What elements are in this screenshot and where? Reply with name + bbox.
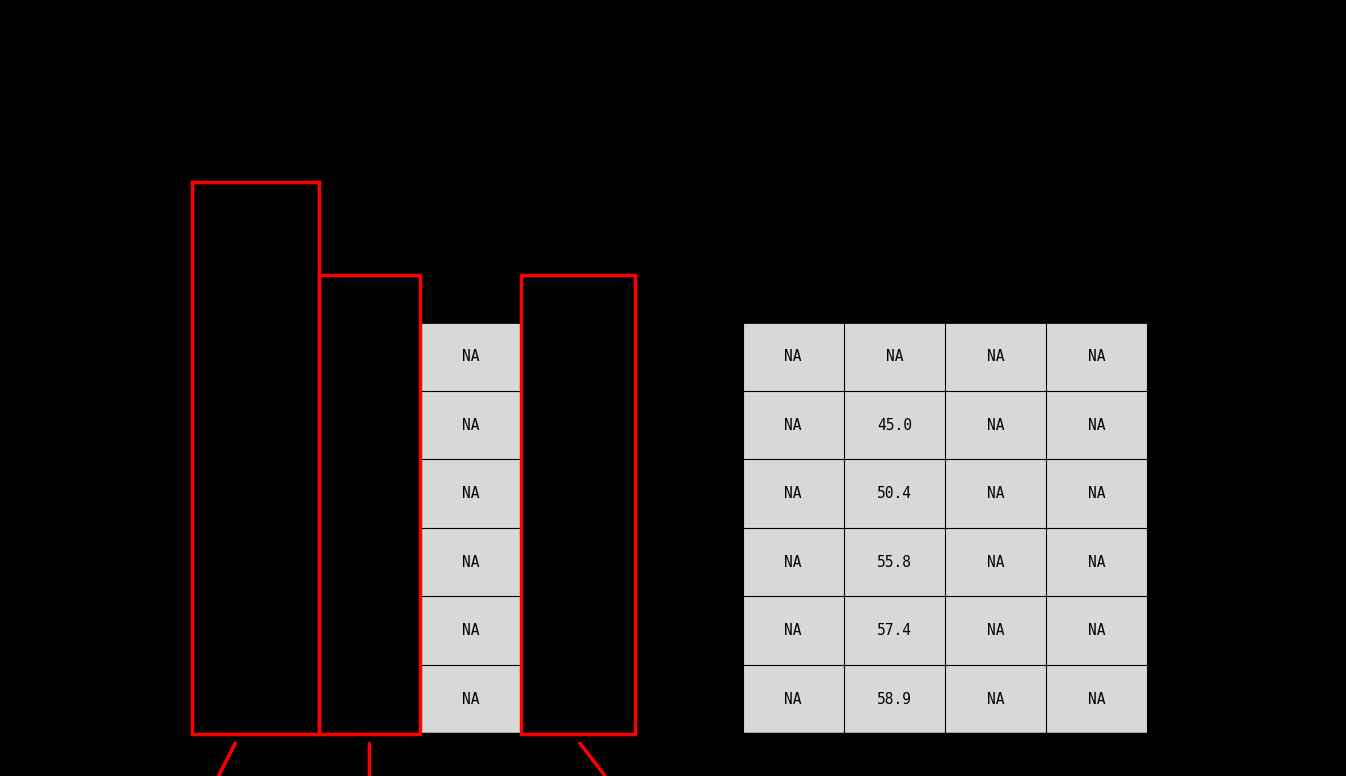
Text: 0.36%UP: 0.36%UP — [92, 571, 153, 586]
Text: 63.0: 63.0 — [351, 486, 386, 501]
Text: 59.6: 59.6 — [672, 486, 707, 501]
Text: 62.3: 62.3 — [560, 692, 596, 707]
Text: DRY: DRY — [676, 291, 703, 307]
Text: HW 10: HW 10 — [269, 692, 312, 707]
Text: WIND: WIND — [238, 244, 273, 259]
Text: RUNWAY: RUNWAY — [97, 197, 149, 213]
Text: 64.5: 64.5 — [672, 555, 707, 570]
Text: MAN: MAN — [983, 244, 1008, 259]
Text: NA: NA — [987, 486, 1004, 501]
Text: SPOIL: SPOIL — [1075, 244, 1119, 259]
Text: 72.1: 72.1 — [351, 692, 386, 707]
Text: MLW: MLW — [1207, 349, 1233, 364]
Text: 45.0: 45.0 — [876, 417, 913, 432]
Text: LENGTH: LENGTH — [97, 244, 149, 259]
Text: NA: NA — [462, 417, 479, 432]
Text: NA: NA — [987, 349, 1004, 364]
Text: MAN   SPOIL: MAN SPOIL — [742, 244, 839, 259]
Text: NA: NA — [1088, 486, 1105, 501]
Text: NA: NA — [785, 623, 802, 638]
Text: TW 10: TW 10 — [269, 417, 312, 432]
Text: ANTISKD  INOP: ANTISKD INOP — [989, 197, 1104, 213]
Text: MLW: MLW — [1207, 623, 1233, 638]
Text: 53.5: 53.5 — [351, 349, 386, 364]
Text: NA: NA — [1088, 555, 1105, 570]
Text: NA: NA — [1088, 623, 1105, 638]
Text: 68.2: 68.2 — [351, 555, 386, 570]
Text: WSR: WSR — [458, 291, 483, 307]
Text: MLW: MLW — [1207, 692, 1233, 707]
Text: TURN ARND: TURN ARND — [1180, 244, 1260, 259]
Text: 55.8: 55.8 — [876, 555, 913, 570]
Text: 60.7: 60.7 — [560, 623, 596, 638]
Text: ANTICIPATED ICE ACCRETION CORRECTION LESS THAN 10C SUBTRACT    7.2: ANTICIPATED ICE ACCRETION CORRECTION LES… — [78, 153, 681, 168]
Text: WET: WET — [565, 291, 591, 307]
Text: 57.4: 57.4 — [876, 623, 913, 638]
Text: 66.2: 66.2 — [672, 623, 707, 638]
Text: AUTO-SPOIL: AUTO-SPOIL — [433, 244, 521, 259]
Text: NA: NA — [785, 692, 802, 707]
Text: NA: NA — [1088, 692, 1105, 707]
Text: SLOPE: SLOPE — [101, 291, 144, 307]
Text: TEMP(C)    -10     0    10    20    30    40    50: TEMP(C) -10 0 10 20 30 40 50 — [78, 84, 534, 99]
Text: MAXIMUM CERTIFIED LANDING WEIGHT(MLW) = 66.3 (1000 KG): MAXIMUM CERTIFIED LANDING WEIGHT(MLW) = … — [78, 48, 571, 63]
Text: WET: WET — [1084, 291, 1110, 307]
Text: 43.5: 43.5 — [560, 349, 596, 364]
Text: NA: NA — [785, 349, 802, 364]
Text: NA: NA — [987, 417, 1004, 432]
Bar — [844, 322, 945, 733]
Text: NA: NA — [785, 417, 802, 432]
Text: MLW: MLW — [1207, 486, 1233, 501]
Text: NA: NA — [987, 623, 1004, 638]
Bar — [1046, 322, 1147, 733]
Text: QUICK: QUICK — [1198, 197, 1242, 213]
Text: MLW: MLW — [1207, 417, 1233, 432]
Text: NA: NA — [987, 555, 1004, 570]
Text: 29: 29 — [109, 489, 136, 509]
Text: NA: NA — [1088, 349, 1105, 364]
Text: 49.4: 49.4 — [672, 349, 707, 364]
Text: WET: WET — [882, 291, 907, 307]
Text: 50.4: 50.4 — [876, 486, 913, 501]
Text: ANTI-ICE PENALTIES LESS THAN 10C SUBTRACT   0.2 ENG ONLY,   1.1 ENG+WING: ANTI-ICE PENALTIES LESS THAN 10C SUBTRAC… — [78, 131, 735, 146]
Text: 58.9: 58.9 — [876, 692, 913, 707]
Text: CRTP  SUB: CRTP SUB — [1180, 291, 1260, 307]
Bar — [319, 275, 420, 733]
Text: 0: 0 — [304, 555, 312, 570]
Text: NA: NA — [462, 623, 479, 638]
Text: NA: NA — [462, 555, 479, 570]
Text: 55.0: 55.0 — [672, 417, 707, 432]
Text: TW 15: TW 15 — [269, 349, 312, 364]
Text: 58.3: 58.3 — [351, 417, 386, 432]
Text: NA: NA — [785, 486, 802, 501]
Text: 70.1: 70.1 — [351, 623, 386, 638]
Text: 59.1: 59.1 — [560, 555, 596, 570]
Text: CLIMB WT  81.9  81.8  81.6  81.3  80.8  74.0  67.6: CLIMB WT 81.9 81.8 81.6 81.3 80.8 74.0 6… — [78, 103, 534, 119]
Text: 68.2: 68.2 — [672, 692, 707, 707]
Text: TW  5: TW 5 — [269, 486, 312, 501]
Text: HW  5: HW 5 — [269, 623, 312, 638]
Text: 1703M: 1703M — [101, 535, 144, 550]
Text: MLW: MLW — [1207, 555, 1233, 570]
Text: NA: NA — [886, 349, 903, 364]
Text: 48.9: 48.9 — [560, 417, 596, 432]
Text: kt: kt — [246, 291, 264, 307]
Bar — [945, 322, 1046, 733]
Text: 54.4: 54.4 — [560, 486, 596, 501]
Text: NA: NA — [1088, 417, 1105, 432]
Text: NA: NA — [987, 692, 1004, 707]
Bar — [521, 275, 635, 733]
Bar — [420, 322, 521, 733]
Text: NA: NA — [462, 486, 479, 501]
Text: ANTI-SKID  OPERATIONAL: ANTI-SKID OPERATIONAL — [536, 197, 728, 213]
Text: DRY: DRY — [983, 291, 1008, 307]
Bar — [743, 322, 844, 733]
Bar — [192, 182, 319, 733]
Text: NA: NA — [785, 555, 802, 570]
Text: DRY: DRY — [357, 291, 382, 307]
Text: WSR: WSR — [781, 291, 806, 307]
Text: NA: NA — [462, 349, 479, 364]
Text: NA: NA — [462, 692, 479, 707]
